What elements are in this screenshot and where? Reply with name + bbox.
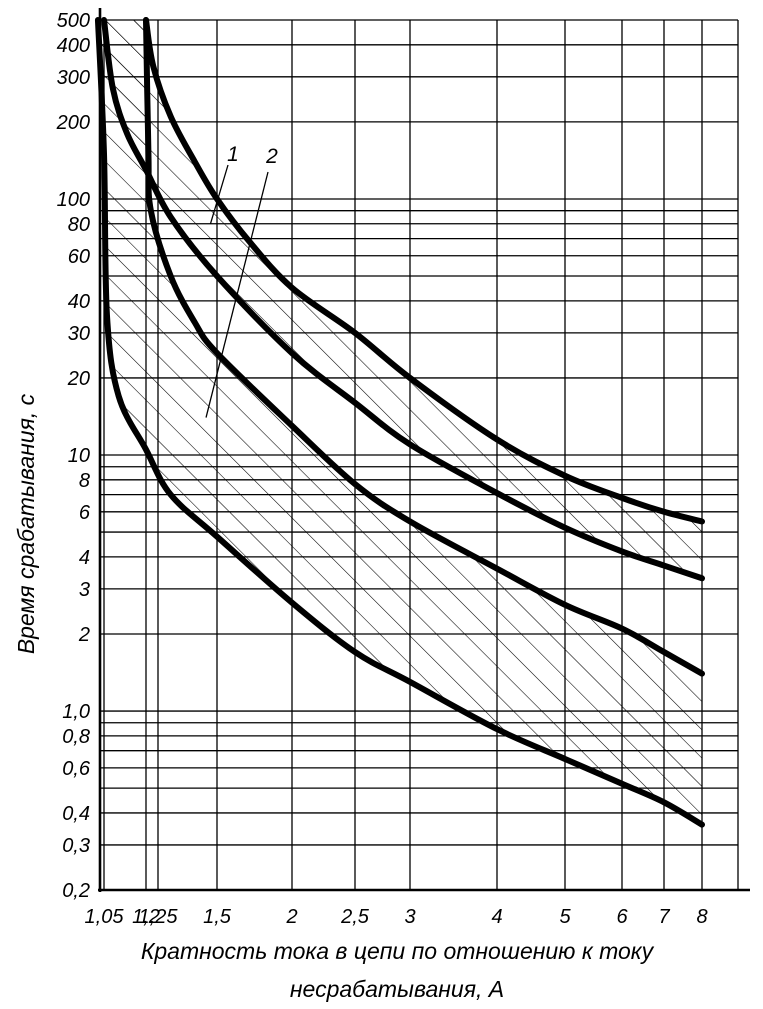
annotation-label-2: 2 [265, 145, 278, 168]
horizontal-gridlines [100, 19, 738, 846]
y-tick-label-0-6: 0,6 [62, 758, 91, 780]
x-tick-label-5: 5 [559, 906, 571, 928]
y-tick-label-20: 20 [67, 368, 90, 390]
annotation-leader-1 [209, 164, 229, 224]
band-2-lower-curve [94, 17, 705, 828]
x-tick-label-1-5: 1,5 [203, 906, 232, 928]
x-axis-label-line-2: несрабатывания, А [290, 976, 504, 1002]
annotation-leader-2 [205, 171, 269, 418]
x-tick-labels: 1,05 1,21,25 1,5 2 2,5 3 4 5 6 7 8 [85, 906, 708, 928]
x-tick-label-3: 3 [404, 906, 415, 928]
y-tick-label-2: 2 [78, 624, 90, 646]
y-tick-label-0-2: 0,2 [62, 880, 90, 902]
band-1-lower-curve [101, 17, 705, 582]
x-tick-label-1-2: 1,2 [132, 906, 160, 928]
y-tick-label-400: 400 [57, 35, 90, 57]
x-tick-label-8: 8 [696, 906, 707, 928]
y-tick-label-200: 200 [56, 112, 90, 134]
y-tick-label-10: 10 [68, 445, 90, 467]
y-tick-label-8: 8 [79, 470, 90, 492]
x-tick-label-7: 7 [658, 906, 670, 928]
y-tick-label-3: 3 [79, 579, 90, 601]
y-tick-label-1-0: 1,0 [62, 701, 90, 723]
y-tick-label-4: 4 [79, 547, 90, 569]
x-tick-label-1-25: 1,25 [139, 906, 179, 928]
x-axis-label-line-1: Кратность тока в цепи по отношению к ток… [141, 938, 655, 964]
axes [98, 8, 750, 892]
y-tick-label-80: 80 [68, 214, 90, 236]
band-1-hatch [104, 20, 702, 579]
y-tick-label-100: 100 [57, 189, 90, 211]
y-tick-label-500: 500 [57, 10, 90, 32]
curves [94, 17, 705, 828]
y-tick-label-6: 6 [79, 502, 91, 524]
y-tick-label-40: 40 [68, 291, 90, 313]
annotation-label-1: 1 [227, 143, 239, 166]
x-tick-label-6: 6 [616, 906, 628, 928]
y-tick-label-0-4: 0,4 [62, 803, 90, 825]
y-tick-label-60: 60 [68, 246, 90, 268]
x-tick-label-4: 4 [491, 906, 502, 928]
band-2-hatch [97, 20, 702, 825]
x-tick-label-1-05: 1,05 [85, 906, 125, 928]
y-tick-label-0-3: 0,3 [62, 835, 90, 857]
hatched-bands [97, 20, 702, 825]
y-tick-labels: 0,2 0,3 0,4 0,6 0,8 1,0 2 3 4 6 8 10 20 30 40 60 80 100 20… [56, 10, 91, 902]
x-tick-label-2: 2 [285, 906, 297, 928]
band-2-upper-curve [143, 17, 705, 677]
x-tick-label-2-5: 2,5 [340, 906, 370, 928]
y-tick-label-0-8: 0,8 [62, 726, 90, 748]
y-tick-label-300: 300 [57, 67, 90, 89]
band-1-upper-curve [143, 17, 705, 525]
y-axis-label: Время срабатывания, с [13, 393, 39, 654]
y-tick-label-30: 30 [68, 323, 90, 345]
